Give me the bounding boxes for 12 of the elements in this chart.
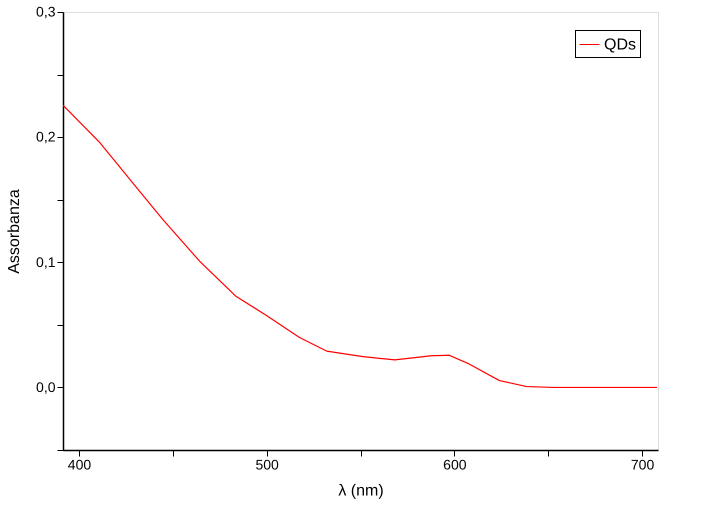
x-tick-label: 600 bbox=[443, 456, 467, 472]
line-series bbox=[62, 104, 658, 388]
x-tick-label: 700 bbox=[630, 456, 654, 472]
y-tick-label: 0,2 bbox=[36, 128, 56, 145]
y-tick-label: 0,1 bbox=[36, 254, 56, 270]
y-axis-title: Assorbanza bbox=[6, 189, 24, 274]
y-tick-label: 0,3 bbox=[36, 4, 56, 20]
x-axis-title: λ (nm) bbox=[338, 482, 384, 500]
x-tick-label: 400 bbox=[68, 456, 92, 472]
legend-label: QDs bbox=[604, 36, 636, 54]
y-tick-label: 0,0 bbox=[36, 378, 56, 395]
x-tick-label: 500 bbox=[255, 456, 280, 472]
